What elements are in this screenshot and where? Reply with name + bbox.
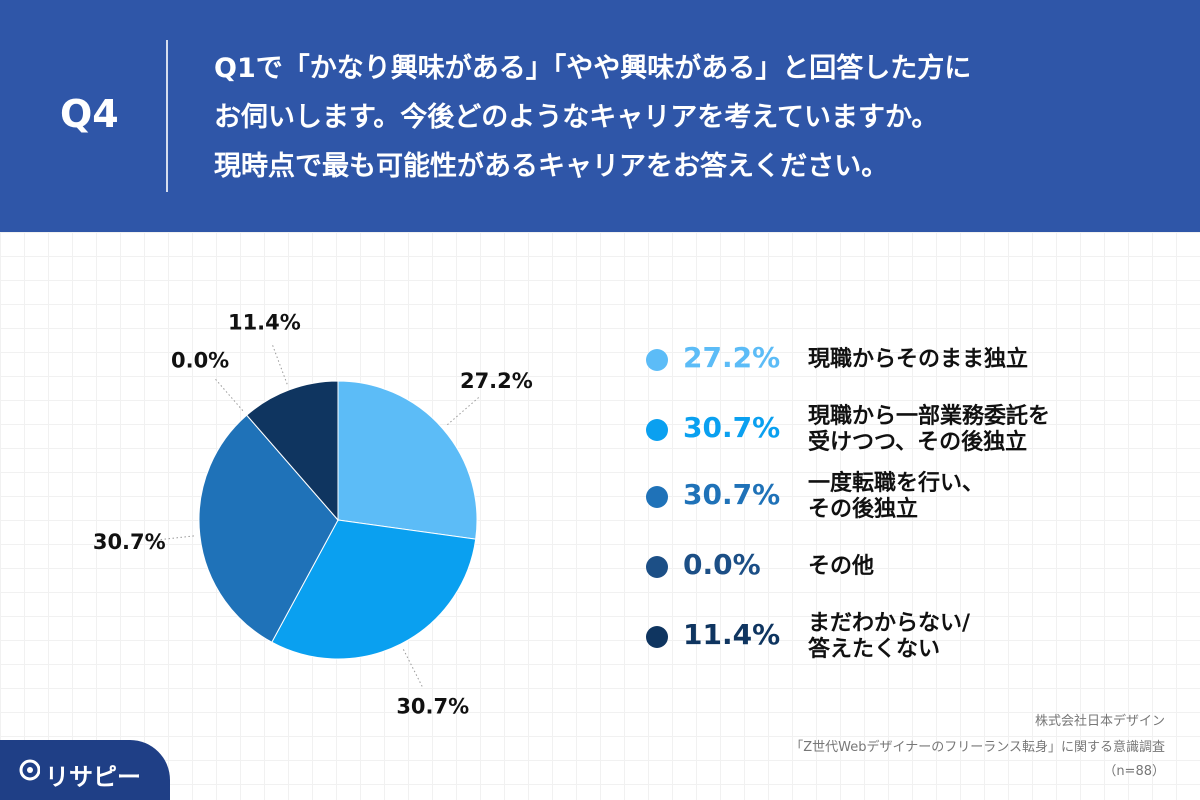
note: （n=88） [1103,764,1165,779]
logo-text: リサピー [45,763,141,791]
legend-marker [646,626,668,648]
data-label: 30.7% [93,530,166,554]
panel [0,232,1200,800]
leader-line [402,649,423,688]
leader-line [152,535,194,542]
leader-line [214,378,244,411]
legend-value: 11.4% [683,618,781,651]
note: 株式会社日本デザイン [1034,714,1165,729]
legend-label: まだわからない/ 答えたくない [808,611,971,662]
pie-slice [198,414,339,643]
legend-value: 30.7% [683,478,781,511]
legend-label: 現職から一部業務委託を 受けつつ、その後独立 [808,404,1051,455]
leader-line [447,396,480,426]
data-label: 11.4% [228,310,301,334]
data-label: 27.2% [460,369,533,393]
pie-slice [271,519,477,660]
legend-marker [646,486,668,508]
data-label: 0.0% [171,349,229,373]
legend-marker [646,349,668,371]
legend-marker [646,556,668,578]
chart-title: Q1で「かなり興味がある」「やや興味がある」と回答した方に お伺いします。今後ど… [214,53,972,182]
question-label: Q4 [60,92,119,136]
legend-value: 30.7% [683,411,781,444]
logo-tab [0,740,170,800]
legend-value: 27.2% [683,341,781,374]
logo-icon [19,759,40,781]
legend-label: 現職からそのまま独立 [808,347,1029,372]
separator [166,40,168,192]
legend-value: 0.0% [683,548,761,581]
legend-marker [646,419,668,441]
legend-label: その他 [808,554,875,579]
pie-slice [246,380,339,522]
note: 「Z世代Webデザイナーのフリーランス転身」に関する意識調査 [790,740,1165,755]
pie-slice [337,380,478,540]
leader-line [271,344,288,385]
legend-label: 一度転職を行い、 その後独立 [808,471,985,522]
data-label: 30.7% [396,694,469,718]
